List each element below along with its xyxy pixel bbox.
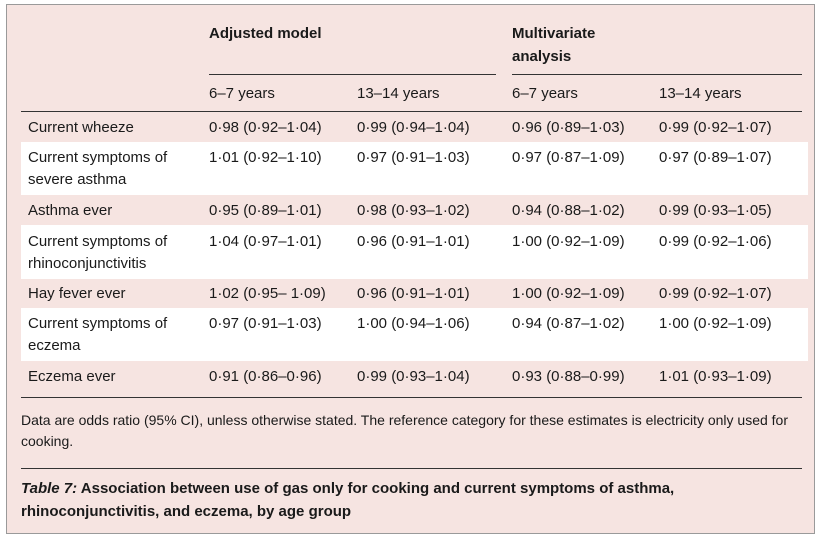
cell-value: 0·96 (0·91–1·01) — [357, 285, 470, 302]
col-header-adj-6-7: 6–7 years — [209, 85, 275, 102]
cell-value: 0·94 (0·87–1·02) — [512, 315, 625, 332]
col-header-adj-13-14: 13–14 years — [357, 85, 440, 102]
cell-value: 0·99 (0·92–1·06) — [659, 233, 772, 250]
group-header-adjusted: Adjusted model — [209, 25, 322, 42]
cell-value: 1·01 (0·92–1·10) — [209, 149, 322, 166]
cell-value: 1·02 (0·95– 1·09) — [209, 285, 326, 302]
cell-value: 0·94 (0·88–1·02) — [512, 202, 625, 219]
group-rule-adjusted — [209, 74, 496, 75]
row-label: Hay fever ever — [28, 285, 126, 302]
table-panel: Adjusted model Multivariate analysis 6–7… — [6, 4, 815, 534]
row-label: Current symptoms of severe asthma — [28, 149, 168, 188]
cell-value: 0·99 (0·94–1·04) — [357, 119, 470, 136]
row-label: Current symptoms of eczema — [28, 315, 168, 354]
row-label: Current wheeze — [28, 119, 134, 136]
caption-text: Association between use of gas only for … — [21, 480, 675, 520]
cell-value: 0·96 (0·91–1·01) — [357, 233, 470, 250]
group-header-multivariate: Multivariate analysis — [512, 25, 596, 65]
cell-value: 1·00 (0·92–1·09) — [512, 285, 625, 302]
cell-value: 1·00 (0·92–1·09) — [512, 233, 625, 250]
col-header-mv-6-7: 6–7 years — [512, 85, 578, 102]
cell-value: 1·01 (0·93–1·09) — [659, 368, 772, 385]
group-rule-multivariate — [512, 74, 802, 75]
table-caption: Table 7: Association between use of gas … — [21, 477, 801, 523]
cell-value: 1·04 (0·97–1·01) — [209, 233, 322, 250]
cell-value: 0·93 (0·88–0·99) — [512, 368, 625, 385]
cell-value: 0·99 (0·92–1·07) — [659, 119, 772, 136]
cell-value: 0·97 (0·89–1·07) — [659, 149, 772, 166]
row-stripe — [21, 142, 808, 195]
col-header-mv-13-14: 13–14 years — [659, 85, 742, 102]
row-label: Asthma ever — [28, 202, 113, 219]
cell-value: 0·91 (0·86–0·96) — [209, 368, 322, 385]
cell-value: 0·98 (0·92–1·04) — [209, 119, 322, 136]
caption-rule — [21, 468, 802, 469]
caption-label: Table 7: — [21, 480, 78, 497]
row-label: Current symptoms of rhinoconjunctivitis — [28, 233, 168, 272]
cell-value: 0·99 (0·92–1·07) — [659, 285, 772, 302]
header-rule — [21, 111, 802, 112]
row-label: Eczema ever — [28, 368, 116, 385]
row-stripe — [21, 308, 808, 361]
row-stripe — [21, 225, 808, 279]
cell-value: 0·97 (0·87–1·09) — [512, 149, 625, 166]
cell-value: 0·96 (0·89–1·03) — [512, 119, 625, 136]
cell-value: 1·00 (0·94–1·06) — [357, 315, 470, 332]
body-bottom-rule — [21, 397, 802, 398]
cell-value: 0·97 (0·91–1·03) — [209, 315, 322, 332]
cell-value: 0·97 (0·91–1·03) — [357, 149, 470, 166]
cell-value: 0·98 (0·93–1·02) — [357, 202, 470, 219]
cell-value: 1·00 (0·92–1·09) — [659, 315, 772, 332]
cell-value: 0·99 (0·93–1·05) — [659, 202, 772, 219]
cell-value: 0·95 (0·89–1·01) — [209, 202, 322, 219]
table-footnote: Data are odds ratio (95% CI), unless oth… — [21, 412, 788, 449]
cell-value: 0·99 (0·93–1·04) — [357, 368, 470, 385]
